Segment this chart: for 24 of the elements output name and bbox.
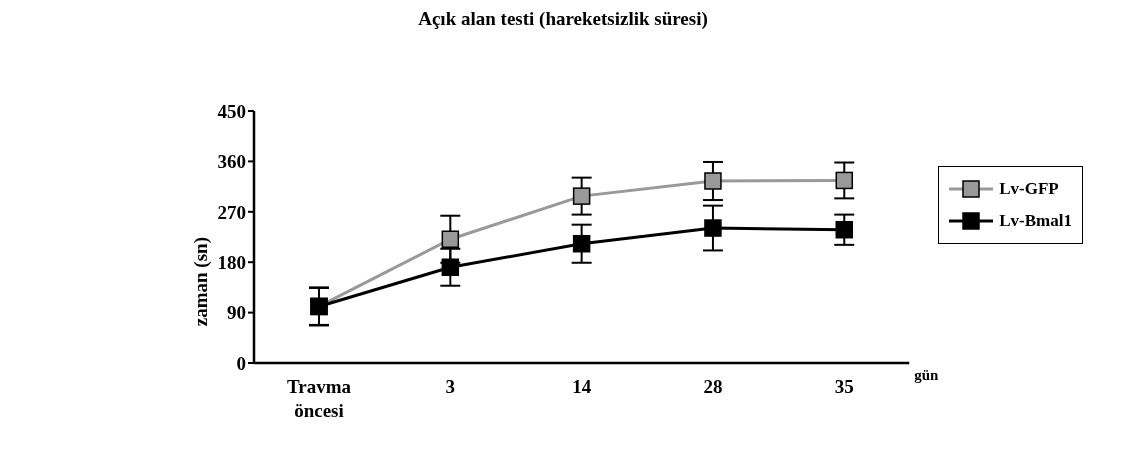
y-tick-label: 0 xyxy=(236,352,246,374)
legend-label: Lv-Bmal1 xyxy=(999,211,1072,231)
point xyxy=(441,258,460,276)
x-tick-label: 35 xyxy=(834,376,854,397)
y-tick-label: 270 xyxy=(217,201,246,223)
point xyxy=(441,230,460,248)
point xyxy=(572,187,591,205)
y-tick-label: 360 xyxy=(217,151,246,173)
x-tick-label: Travma öncesi xyxy=(286,376,352,421)
x-tick-label: 28 xyxy=(703,376,723,397)
legend-label: Lv-GFP xyxy=(999,179,1059,199)
x-axis-title: gün xyxy=(914,367,940,384)
point xyxy=(572,234,591,253)
y-axis-title: zaman (sn) xyxy=(189,237,212,327)
point xyxy=(835,220,854,239)
x-tick-label: 3 xyxy=(445,376,456,397)
point xyxy=(835,171,854,190)
point xyxy=(704,172,722,190)
y-tick-label: 180 xyxy=(217,251,246,273)
y-tick-label: 90 xyxy=(227,302,246,324)
x-tick-label: 14 xyxy=(572,376,592,397)
y-tick-label: 450 xyxy=(217,100,246,122)
point xyxy=(704,219,722,237)
chart-title: Açık alan testi (hareketsizlik süresi) xyxy=(417,8,709,30)
